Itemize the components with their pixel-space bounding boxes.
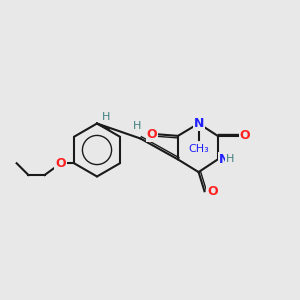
Text: N: N (219, 153, 230, 166)
Text: O: O (147, 128, 158, 141)
Text: O: O (56, 157, 66, 170)
Text: H: H (102, 112, 110, 122)
Text: O: O (240, 129, 250, 142)
Text: H: H (226, 154, 234, 164)
Text: N: N (194, 117, 204, 130)
Text: H: H (133, 121, 142, 131)
Text: CH₃: CH₃ (188, 144, 209, 154)
Text: O: O (207, 185, 218, 198)
